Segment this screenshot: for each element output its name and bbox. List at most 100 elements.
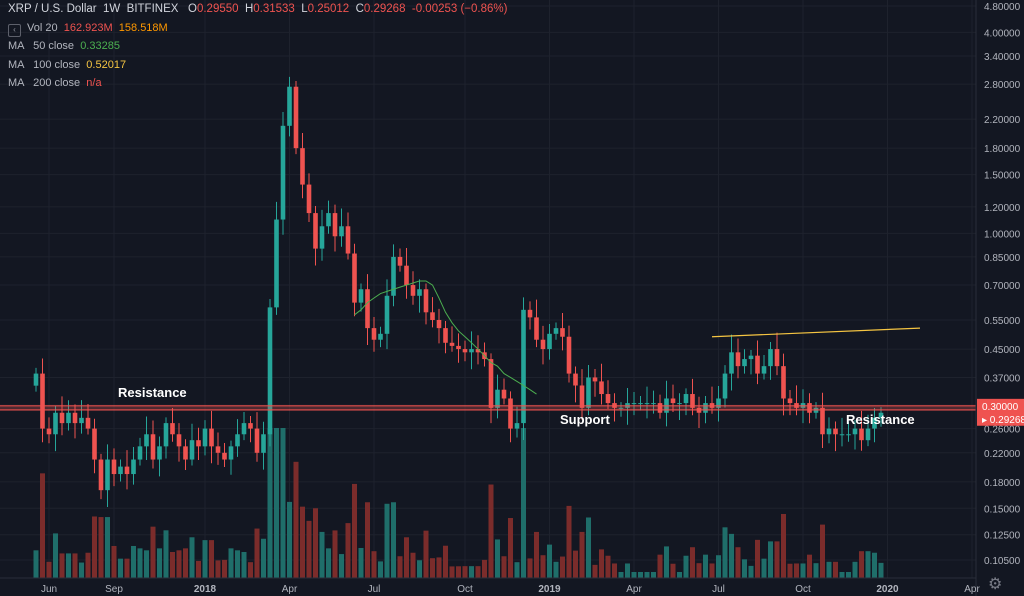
candle-body: [547, 333, 552, 350]
ma100-value: 0.52017: [86, 58, 127, 71]
candle-body: [313, 213, 318, 249]
candle-body: [72, 412, 78, 424]
ma200-label: MA: [8, 77, 24, 89]
volume-bar: [209, 540, 214, 578]
volume-bar: [807, 554, 812, 578]
volume-bar: [430, 558, 435, 578]
support-resistance-levels: [0, 404, 976, 411]
low-value: 0.25012: [307, 3, 350, 15]
candle-body: [683, 394, 689, 404]
volume-bar: [228, 548, 234, 578]
candle-body: [183, 446, 188, 460]
volume-indicator-row[interactable]: ‹ Vol 20 162.923M 158.518M: [8, 19, 507, 38]
last-price-badge: [977, 411, 1024, 426]
price-axis[interactable]: 4.80000 4.00000 3.40000 2.80000 2.20000 1.800…: [975, 0, 1024, 596]
price-tick-label: 2.20000: [984, 115, 1021, 126]
candle-body: [410, 285, 416, 296]
volume-bar: [150, 526, 156, 578]
candle-body: [670, 398, 676, 404]
volume-bar: [371, 551, 377, 578]
candle-body: [40, 373, 45, 429]
volume-bar: [378, 561, 383, 578]
volume-bar: [404, 537, 409, 578]
ma200-row[interactable]: MA 200 close n/a: [8, 74, 507, 93]
volume-bar: [417, 560, 422, 578]
volume-bar: [189, 537, 195, 578]
candle-body: [384, 295, 390, 334]
candle-body: [768, 349, 773, 367]
symbol-row: XRP / U.S. Dollar 1W BITFINEX O0.29550 H…: [8, 0, 507, 19]
volume-bar: [98, 517, 104, 578]
candle-body: [573, 373, 578, 386]
volume-bar: [852, 561, 858, 578]
candle-body: [150, 434, 156, 460]
volume-bar: [677, 572, 682, 578]
volume-bar: [423, 530, 429, 578]
volume-bar: [521, 428, 526, 578]
candle-body: [755, 355, 760, 374]
high-value: 0.31533: [253, 3, 295, 15]
volume-bar: [703, 554, 708, 578]
gear-icon[interactable]: ⚙: [988, 576, 1003, 593]
volume-bar: [456, 566, 461, 578]
price-tick-label: 0.22000: [984, 449, 1021, 460]
ma50-value: 0.33285: [80, 40, 120, 52]
price-tick-label: 0.26000: [984, 425, 1021, 436]
price-tick-label: 0.45000: [984, 345, 1021, 356]
price-tick-label: 0.37000: [984, 373, 1021, 384]
candle-body: [319, 226, 325, 249]
candle-body: [742, 359, 747, 367]
interval[interactable]: 1W: [103, 3, 121, 15]
candle-body: [189, 440, 195, 460]
volume-bar: [475, 566, 481, 578]
high-label: H: [244, 3, 254, 15]
time-tick-label: Sep: [105, 584, 123, 595]
price-tick-label: 0.10500: [984, 556, 1021, 567]
candle-body: [92, 428, 97, 460]
time-tick-label: Apr: [964, 584, 980, 595]
open-label: O: [188, 3, 197, 15]
annotation-label: Resistance: [846, 412, 915, 427]
volume-bar: [794, 563, 799, 578]
collapse-indicators-button[interactable]: ‹: [8, 23, 21, 37]
volume-bar: [79, 562, 84, 578]
candle-body: [345, 226, 351, 254]
volume-bar: [40, 473, 45, 578]
candle-body: [820, 407, 825, 435]
volume-bar: [449, 566, 455, 578]
candle-body: [196, 440, 201, 447]
volume-bar: [235, 550, 240, 578]
volume-bar: [339, 554, 344, 578]
candle-body: [365, 289, 370, 329]
candle-body: [469, 349, 474, 353]
ma50-row[interactable]: MA 50 close 0.33285: [8, 37, 507, 56]
volume-bar: [813, 563, 819, 578]
candle-body: [677, 403, 682, 405]
candle-body: [157, 446, 162, 460]
annotation-label: Support: [560, 412, 610, 427]
candle-body: [53, 412, 58, 435]
candle-body: [865, 428, 871, 441]
volume-bar: [586, 517, 591, 578]
volume-bar: [163, 530, 169, 578]
candle-body: [222, 452, 227, 460]
chart-legend: XRP / U.S. Dollar 1W BITFINEX O0.29550 H…: [8, 0, 507, 93]
volume-bar: [202, 540, 208, 578]
exchange: BITFINEX: [126, 3, 179, 15]
ma100-row[interactable]: MA 100 close 0.52017: [8, 56, 507, 75]
volume-bar: [111, 545, 117, 578]
volume-bar: [280, 428, 286, 578]
volume-bar: [293, 461, 299, 578]
time-tick-label: 2018: [194, 584, 217, 595]
volume-bar: [443, 545, 448, 578]
symbol-name[interactable]: XRP / U.S. Dollar: [8, 3, 97, 15]
candle-body: [261, 434, 266, 453]
price-tick-label: 0.55000: [984, 316, 1021, 327]
candle-body: [85, 417, 91, 429]
candle-body: [631, 403, 637, 405]
candle-body: [326, 213, 331, 227]
volume-bar: [53, 533, 58, 578]
volume-bar: [170, 551, 175, 578]
time-axis[interactable]: Jun Sep 2018 Apr Jul Oct 2019 Apr Jul Oct 2020 Apr: [0, 577, 980, 595]
